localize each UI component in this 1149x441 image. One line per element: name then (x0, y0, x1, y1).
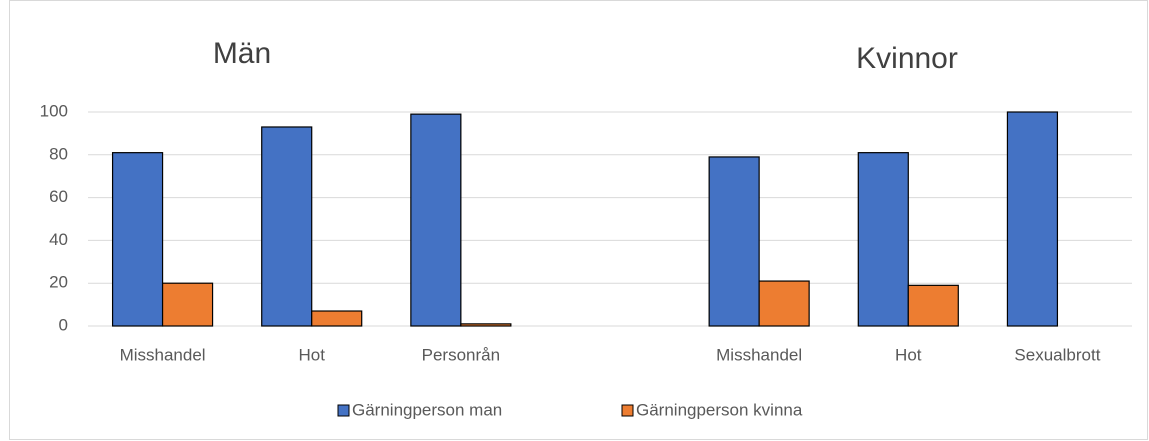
bar (857, 152, 909, 327)
bar (311, 310, 363, 327)
bar (1006, 111, 1059, 327)
legend-swatch (621, 404, 634, 417)
y-tick-label: 0 (59, 315, 68, 334)
x-tick-label: Misshandel (120, 345, 206, 364)
group-title: Män (213, 37, 271, 70)
group-title: Kvinnor (856, 42, 958, 75)
y-tick-label: 100 (40, 101, 68, 120)
x-tick-label: Sexualbrott (1014, 345, 1100, 364)
chart-border (9, 0, 1148, 440)
legend-swatch (337, 404, 350, 417)
y-tick-label: 20 (49, 273, 68, 292)
bar (758, 280, 810, 327)
x-tick-label: Personrån (422, 345, 500, 364)
bar (708, 156, 760, 327)
bar (261, 126, 313, 327)
x-tick-label: Misshandel (716, 345, 802, 364)
legend-label: Gärningperson kvinna (636, 400, 803, 419)
legend-label: Gärningperson man (352, 400, 502, 419)
x-tick-label: Hot (298, 345, 325, 364)
bar (907, 284, 959, 327)
y-tick-label: 60 (49, 187, 68, 206)
bar (111, 152, 164, 327)
x-tick-label: Hot (895, 345, 922, 364)
bar (161, 282, 214, 327)
bar (460, 323, 512, 327)
bar (410, 113, 462, 327)
y-tick-label: 80 (49, 144, 68, 163)
y-tick-label: 40 (49, 230, 68, 249)
